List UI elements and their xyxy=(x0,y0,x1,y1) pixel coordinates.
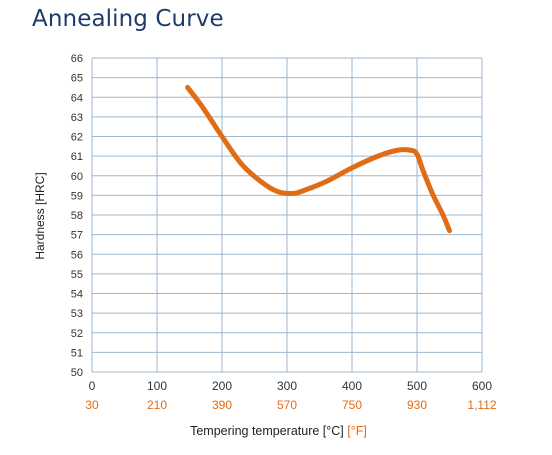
y-tick-label: 62 xyxy=(71,132,83,144)
x-tick-label-fahrenheit: 750 xyxy=(342,398,362,412)
x-tick-label: 300 xyxy=(277,379,297,393)
y-tick-label: 59 xyxy=(71,190,83,202)
y-tick-label: 52 xyxy=(71,328,83,340)
y-tick-label: 60 xyxy=(71,171,83,183)
chart-title: Annealing Curve xyxy=(32,6,224,32)
series-group xyxy=(185,84,452,234)
y-tick-label: 55 xyxy=(71,269,83,281)
y-tick-labels: 66 65 64 63 62 61 60 59 58 57 56 55 54 53 52 51 50 xyxy=(71,53,83,379)
x-tick-label: 600 xyxy=(472,379,492,393)
x-tick-label-fahrenheit: 570 xyxy=(277,398,297,412)
x-tick-label-fahrenheit: 390 xyxy=(212,398,232,412)
x-tick-labels: 0 30 100 210 200 390 300 570 400 750 500 930 600 1,11… xyxy=(85,379,497,412)
y-tick-label: 56 xyxy=(71,249,83,261)
x-axis-label-celsius: Tempering temperature [°C] xyxy=(190,424,344,438)
x-tick-label-fahrenheit: 1,112 xyxy=(467,398,496,412)
y-tick-label: 51 xyxy=(71,347,83,359)
y-tick-label: 64 xyxy=(71,92,83,104)
x-axis-label-fahrenheit: [°F] xyxy=(347,424,367,438)
x-tick-label-fahrenheit: 210 xyxy=(147,398,167,412)
y-tick-label: 66 xyxy=(71,53,83,65)
x-tick-label: 500 xyxy=(407,379,427,393)
y-tick-label: 58 xyxy=(71,210,83,222)
y-tick-label: 54 xyxy=(71,289,83,301)
y-axis-label: Hardness [HRC] xyxy=(33,172,47,259)
y-tick-label: 61 xyxy=(71,151,83,163)
x-tick-label-fahrenheit: 930 xyxy=(407,398,427,412)
x-tick-label-fahrenheit: 30 xyxy=(85,398,99,412)
x-tick-label: 100 xyxy=(147,379,167,393)
y-tick-label: 57 xyxy=(71,230,83,242)
y-tick-label: 50 xyxy=(71,367,83,379)
x-tick-label: 400 xyxy=(342,379,362,393)
x-tick-label: 0 xyxy=(89,379,96,393)
y-tick-label: 53 xyxy=(71,308,83,320)
x-tick-label: 200 xyxy=(212,379,232,393)
y-tick-label: 65 xyxy=(71,73,83,85)
x-axis-label: Tempering temperature [°C] [°F] xyxy=(0,424,552,438)
hardness-curve xyxy=(185,84,452,234)
grid xyxy=(91,57,483,373)
y-tick-label: 63 xyxy=(71,112,83,124)
